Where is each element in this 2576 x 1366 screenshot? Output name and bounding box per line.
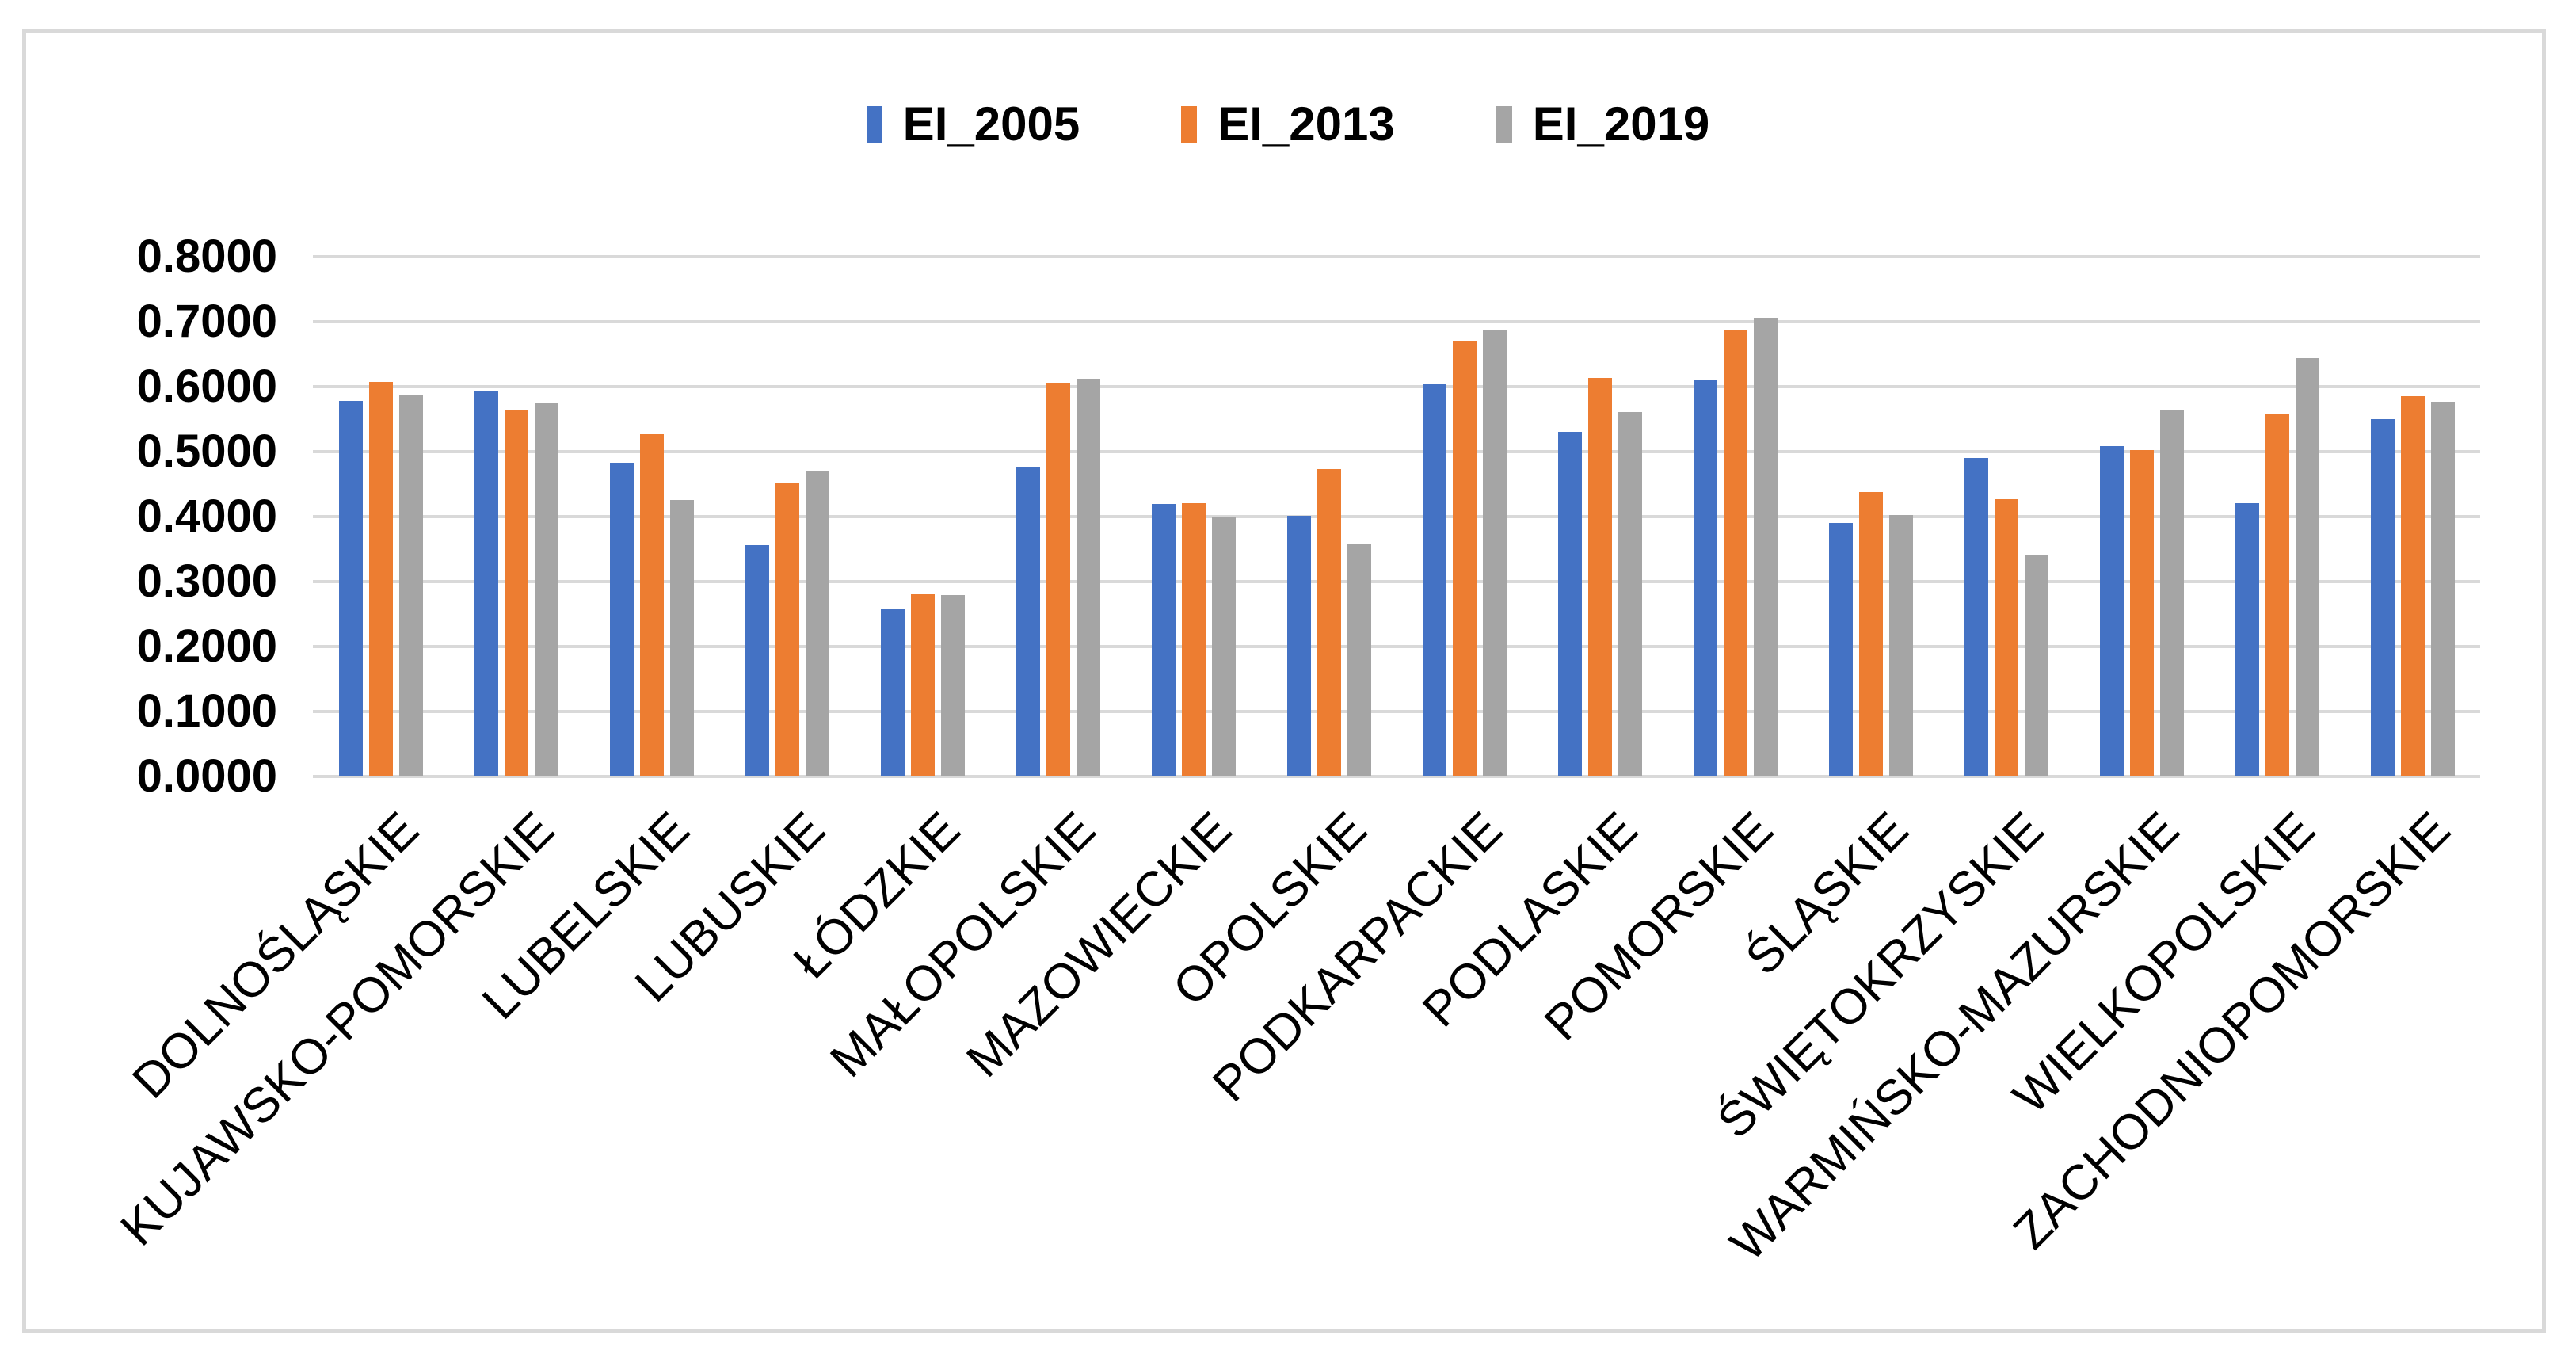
gridline — [313, 320, 2480, 323]
bar-EI_2013-WIELKOPOLSKIE — [2265, 414, 2289, 776]
bar-EI_2005-PODLASKIE — [1558, 432, 1582, 776]
bar-EI_2019-LUBUSKIE — [806, 471, 829, 776]
chart-legend: EI_2005 EI_2013 EI_2019 — [0, 89, 2576, 160]
y-tick-label: 0.3000 — [136, 555, 277, 607]
bar-EI_2019-LUBELSKIE — [670, 500, 694, 776]
bar-EI_2005-KUJAWSKO-POMORSKIE — [474, 391, 498, 776]
gridline — [313, 450, 2480, 453]
bar-EI_2019-OPOLSKIE — [1347, 544, 1371, 776]
bar-EI_2005-ŚWIĘTOKRZYSKIE — [1964, 458, 1988, 776]
bar-EI_2019-ŚLĄSKIE — [1889, 515, 1913, 776]
bar-EI_2013-DOLNOŚLĄSKIE — [369, 382, 393, 776]
bar-EI_2013-WARMIŃSKO-MAZURSKIE — [2130, 450, 2154, 776]
bar-EI_2019-ŁÓDZKIE — [941, 595, 965, 776]
bar-EI_2019-WARMIŃSKO-MAZURSKIE — [2160, 410, 2184, 776]
bar-EI_2013-KUJAWSKO-POMORSKIE — [505, 410, 528, 776]
bar-EI_2013-LUBELSKIE — [640, 434, 664, 776]
gridline — [313, 255, 2480, 258]
bar-EI_2005-ŁÓDZKIE — [881, 609, 905, 776]
chart-frame — [22, 29, 2546, 1333]
bar-EI_2013-MAŁOPOLSKIE — [1046, 383, 1070, 776]
y-tick-label: 0.5000 — [136, 425, 277, 477]
gridline — [313, 710, 2480, 713]
bar-EI_2019-DOLNOŚLĄSKIE — [399, 395, 423, 776]
bar-EI_2019-ŚWIĘTOKRZYSKIE — [2025, 555, 2048, 776]
bar-EI_2005-DOLNOŚLĄSKIE — [339, 401, 363, 776]
gridline — [313, 580, 2480, 583]
bar-EI_2005-WIELKOPOLSKIE — [2235, 503, 2259, 776]
gridline — [313, 515, 2480, 518]
bar-EI_2019-KUJAWSKO-POMORSKIE — [535, 403, 558, 776]
bar-EI_2013-PODLASKIE — [1588, 378, 1612, 776]
bar-EI_2013-MAZOWIECKIE — [1182, 503, 1206, 776]
gridline — [313, 645, 2480, 648]
legend-item-EI_2005: EI_2005 — [866, 97, 1080, 151]
bar-EI_2013-ŁÓDZKIE — [911, 594, 935, 776]
bar-EI_2019-ZACHODNIOPOMORSKIE — [2431, 402, 2455, 776]
bar-EI_2005-WARMIŃSKO-MAZURSKIE — [2100, 446, 2124, 776]
legend-label: EI_2019 — [1532, 97, 1710, 151]
bar-EI_2013-PODKARPACKIE — [1453, 341, 1477, 776]
legend-swatch-icon — [1181, 106, 1198, 143]
bar-EI_2005-ŚLĄSKIE — [1829, 523, 1853, 776]
bar-EI_2019-POMORSKIE — [1754, 318, 1778, 776]
bar-EI_2019-MAŁOPOLSKIE — [1077, 379, 1100, 776]
legend-label: EI_2013 — [1218, 97, 1395, 151]
bar-EI_2019-PODKARPACKIE — [1483, 330, 1507, 776]
x-axis-line — [313, 775, 2480, 778]
bar-EI_2005-LUBUSKIE — [745, 545, 769, 776]
bar-EI_2013-ŚLĄSKIE — [1859, 492, 1883, 776]
legend-swatch-icon — [1496, 106, 1512, 143]
bar-EI_2005-POMORSKIE — [1694, 380, 1717, 776]
y-tick-label: 0.4000 — [136, 490, 277, 542]
bar-EI_2005-PODKARPACKIE — [1423, 384, 1446, 776]
bar-EI_2005-LUBELSKIE — [610, 463, 634, 776]
y-tick-label: 0.8000 — [136, 231, 277, 282]
legend-swatch-icon — [866, 106, 882, 143]
bar-EI_2019-MAZOWIECKIE — [1212, 517, 1236, 776]
y-tick-label: 0.2000 — [136, 620, 277, 672]
bar-EI_2005-MAZOWIECKIE — [1152, 504, 1176, 776]
bar-EI_2019-WIELKOPOLSKIE — [2296, 358, 2319, 776]
bar-EI_2005-ZACHODNIOPOMORSKIE — [2371, 419, 2395, 776]
bar-EI_2013-LUBUSKIE — [775, 483, 799, 776]
bar-EI_2013-POMORSKIE — [1724, 330, 1747, 776]
y-tick-label: 0.6000 — [136, 361, 277, 412]
gridline — [313, 385, 2480, 388]
bar-EI_2013-ZACHODNIOPOMORSKIE — [2401, 396, 2425, 776]
bar-EI_2005-OPOLSKIE — [1287, 516, 1311, 776]
legend-item-EI_2019: EI_2019 — [1496, 97, 1710, 151]
bar-EI_2013-ŚWIĘTOKRZYSKIE — [1995, 499, 2018, 776]
bar-EI_2005-MAŁOPOLSKIE — [1016, 467, 1040, 776]
legend-item-EI_2013: EI_2013 — [1181, 101, 1395, 148]
bar-EI_2013-OPOLSKIE — [1317, 469, 1341, 776]
y-tick-label: 0.7000 — [136, 296, 277, 347]
y-tick-label: 0.0000 — [136, 750, 277, 802]
legend-label: EI_2005 — [902, 97, 1080, 151]
y-tick-label: 0.1000 — [136, 685, 277, 737]
bar-EI_2019-PODLASKIE — [1618, 412, 1642, 776]
